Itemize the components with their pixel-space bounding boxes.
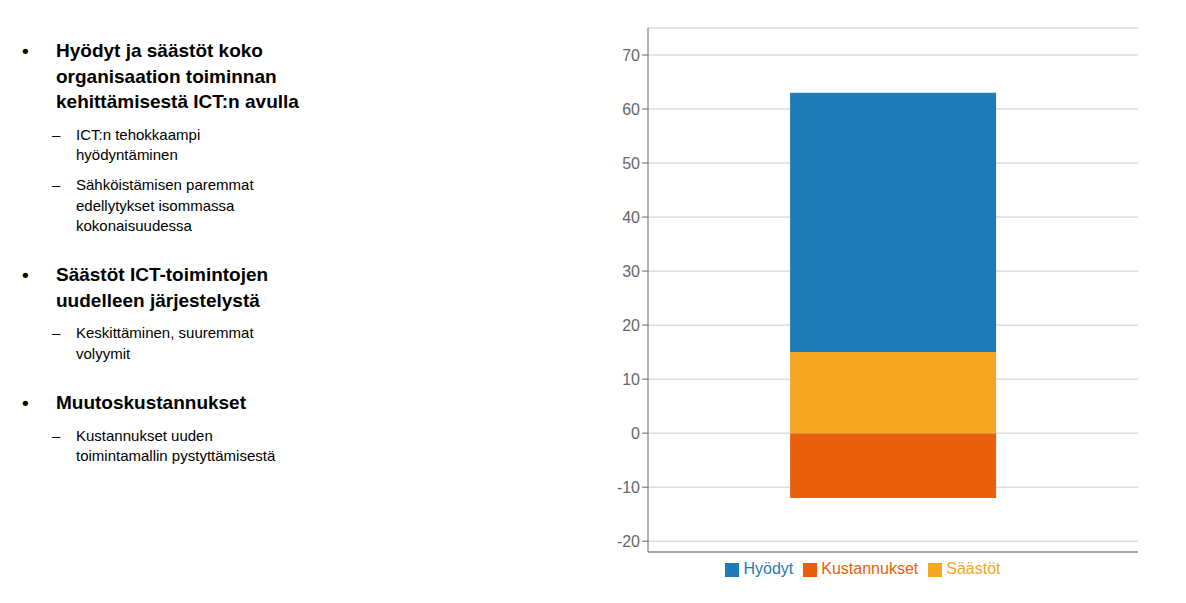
- html-text:Säästöt: Säästöt: [946, 560, 1001, 577]
- svg-text:50: 50: [622, 155, 640, 172]
- html-text:Sähköistämisen paremmat edelly: Sähköistämisen paremmat edellytykset iso…: [76, 176, 254, 234]
- html-text:Keskittäminen, suuremmat volyy: Keskittäminen, suuremmat volyymit: [76, 324, 254, 362]
- svg-text:70: 70: [622, 47, 640, 64]
- html-text:Muutoskustannukset: Muutoskustannukset: [56, 392, 246, 413]
- html-text:Hyödyt: Hyödyt: [743, 560, 794, 577]
- html-text:Säästöt ICT-toimintojen uudell: Säästöt ICT-toimintojen uudelleen järjes…: [56, 264, 269, 311]
- html-text:Kustannukset uuden toimintamal: Kustannukset uuden toimintamallin pystyt…: [76, 426, 276, 464]
- html-text:Kustannukset: Kustannukset: [821, 560, 919, 577]
- html-text:Hyödyt ja säästöt koko organis: Hyödyt ja säästöt koko organisaation toi…: [56, 40, 299, 113]
- svg-text:-10: -10: [617, 479, 640, 496]
- svg-text:40: 40: [622, 209, 640, 226]
- svg-text:20: 20: [622, 317, 640, 334]
- svg-text:0: 0: [631, 425, 640, 442]
- svg-text:-20: -20: [617, 533, 640, 550]
- html-text:ICT:n tehokkaampi hyödyntämine: ICT:n tehokkaampi hyödyntäminen: [76, 125, 201, 164]
- svg-text:30: 30: [622, 263, 640, 280]
- svg-text:60: 60: [622, 101, 640, 118]
- svg-text:10: 10: [622, 371, 640, 388]
